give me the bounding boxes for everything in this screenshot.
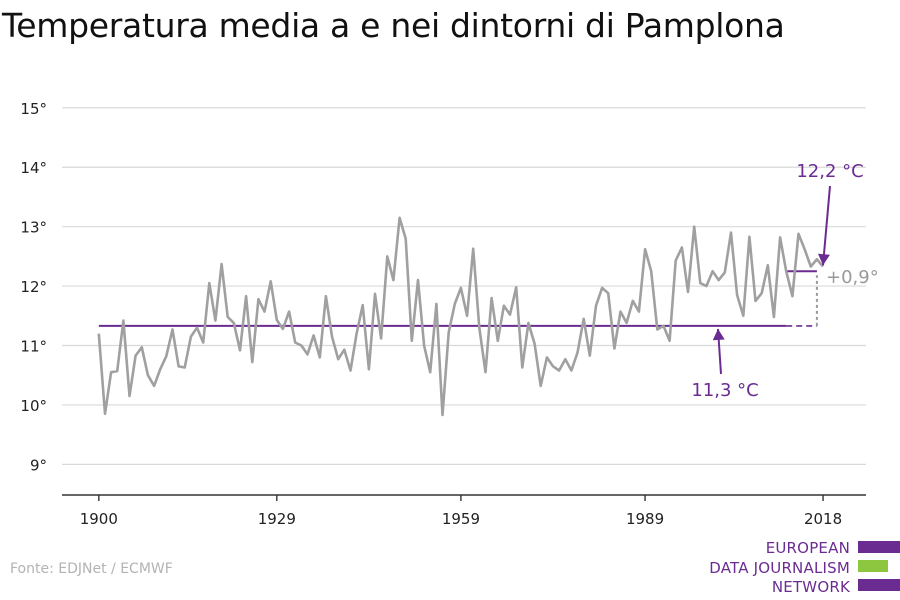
x-tick-label-2018: 2018 bbox=[804, 510, 842, 528]
recent-average-arrow-head bbox=[817, 253, 830, 266]
source-note: Fonte: EDJNet / ECMWF bbox=[10, 561, 173, 577]
logo-bar-purple-2 bbox=[858, 579, 900, 591]
x-tick-label-1989: 1989 bbox=[626, 510, 664, 528]
logo-line-2: DATA JOURNALISM bbox=[709, 559, 850, 577]
y-tick-labels: 9° 10° 11° 12° 13° 14° 15° bbox=[20, 100, 47, 475]
gridlines bbox=[62, 107, 866, 465]
annotations: 12,2 °C 11,3 °C +0,9° bbox=[691, 161, 878, 401]
base-average-arrow-head bbox=[712, 328, 725, 341]
x-tick-label-1959: 1959 bbox=[442, 510, 480, 528]
logo-line-1: EUROPEAN bbox=[765, 539, 850, 557]
logo-bar-purple-1 bbox=[858, 541, 900, 553]
x-axis: 1900 1929 1959 1989 2018 bbox=[62, 494, 866, 528]
y-tick-label-14: 14° bbox=[20, 159, 47, 177]
base-average-arrow bbox=[712, 328, 725, 375]
series-lines bbox=[97, 216, 824, 417]
logo-bar-green bbox=[858, 560, 888, 572]
y-tick-label-13: 13° bbox=[20, 219, 47, 237]
logo-line-3: NETWORK bbox=[771, 578, 850, 596]
y-tick-label-11: 11° bbox=[20, 338, 47, 356]
edjnet-logo: EUROPEAN DATA JOURNALISM NETWORK bbox=[700, 536, 900, 600]
y-tick-label-10: 10° bbox=[20, 397, 47, 415]
y-tick-label-9: 9° bbox=[30, 456, 47, 474]
series-line-0 bbox=[97, 216, 824, 417]
recent-average-arrow-shaft bbox=[822, 185, 831, 266]
x-tick-label-1900: 1900 bbox=[80, 510, 118, 528]
y-tick-label-15: 15° bbox=[20, 100, 47, 118]
y-tick-label-12: 12° bbox=[20, 278, 47, 296]
base-average-label: 11,3 °C bbox=[691, 380, 758, 401]
recent-average-label: 12,2 °C bbox=[796, 161, 863, 182]
delta-label: +0,9° bbox=[826, 267, 879, 288]
chart-title: Temperatura media a e nei dintorni di Pa… bbox=[2, 6, 785, 45]
recent-average-arrow bbox=[817, 185, 831, 266]
x-tick-label-1929: 1929 bbox=[258, 510, 296, 528]
